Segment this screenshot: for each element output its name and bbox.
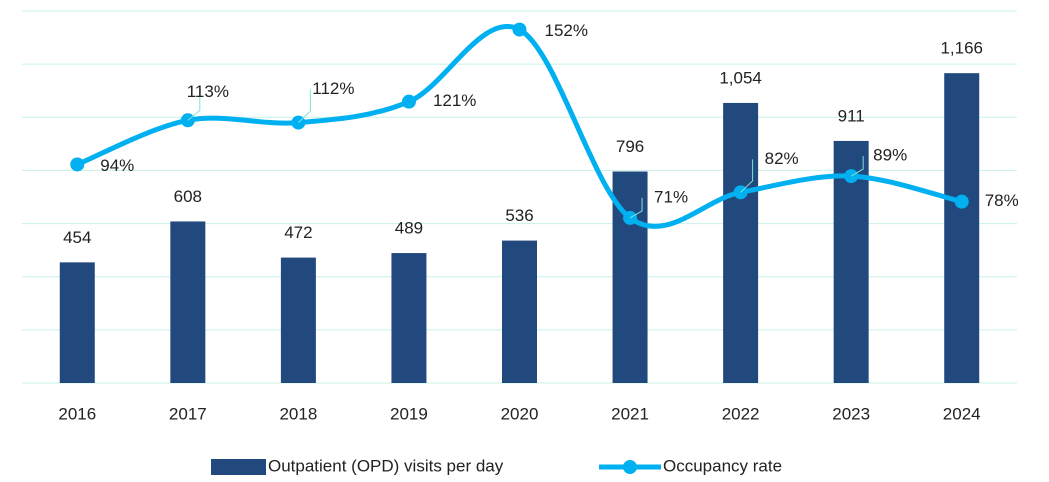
x-tick-label: 2020 — [501, 404, 539, 423]
bar-label: 489 — [395, 219, 423, 238]
x-tick-label: 2017 — [169, 404, 207, 423]
bar-label: 1,054 — [719, 68, 762, 87]
line-marker — [70, 157, 85, 172]
legend-swatch — [623, 460, 637, 474]
leader-line — [740, 159, 754, 193]
line-label: 89% — [873, 146, 907, 165]
bar-label: 796 — [616, 137, 644, 156]
bar-label: 454 — [63, 228, 91, 247]
bar-label: 1,166 — [940, 39, 983, 58]
bar-label: 536 — [505, 206, 533, 225]
x-tick-label: 2019 — [390, 404, 428, 423]
bar — [944, 73, 980, 384]
line-marker — [401, 94, 416, 109]
legend-label: Outpatient (OPD) visits per day — [268, 456, 504, 475]
x-tick-label: 2024 — [943, 404, 981, 423]
bar — [502, 240, 537, 383]
line-label: 152% — [545, 21, 588, 40]
line-label: 113% — [187, 82, 229, 101]
x-tick-label: 2022 — [722, 404, 760, 423]
leader-line — [629, 197, 643, 219]
line-label: 82% — [765, 149, 799, 168]
bar — [723, 102, 759, 384]
bar — [391, 253, 427, 383]
bar — [59, 262, 95, 383]
line-label: 121% — [433, 91, 476, 110]
x-tick-label: 2016 — [58, 404, 96, 423]
x-tick-label: 2021 — [611, 404, 649, 423]
x-tick-label: 2023 — [832, 404, 870, 423]
legend-label: Occupancy rate — [663, 456, 782, 475]
bar — [280, 257, 316, 383]
x-tick-label: 2018 — [279, 404, 317, 423]
leader-line — [298, 89, 311, 123]
bar-label: 472 — [284, 223, 312, 242]
line-label: 78% — [985, 191, 1019, 210]
line-marker — [512, 22, 527, 37]
bar-label: 911 — [838, 106, 865, 125]
leader-line — [187, 92, 201, 121]
bar — [170, 221, 206, 383]
bar-label: 608 — [174, 187, 202, 206]
line-marker — [954, 194, 969, 209]
line-label: 71% — [654, 187, 688, 206]
legend-swatch — [211, 459, 266, 475]
line-label: 112% — [312, 79, 354, 98]
leader-line — [850, 156, 864, 177]
line — [76, 24, 963, 229]
line-label: 94% — [100, 156, 134, 175]
